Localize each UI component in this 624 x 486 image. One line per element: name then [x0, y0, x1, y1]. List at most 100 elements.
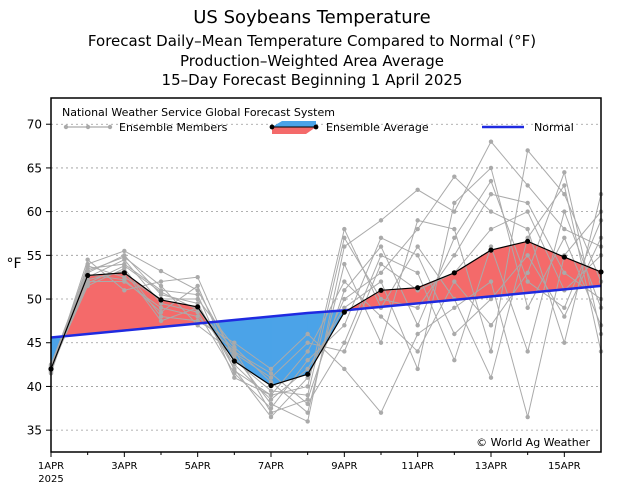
ensemble-average-point [231, 358, 237, 364]
ensemble-member-point [562, 270, 567, 276]
ensemble-average-point [195, 304, 201, 310]
below-normal-fill [270, 312, 308, 386]
ensemble-member-point [342, 244, 347, 249]
y-tick-label: 40 [27, 380, 42, 394]
ensemble-member-point [342, 261, 347, 267]
ensemble-member-point [525, 270, 530, 276]
x-tick-label: 7APR [258, 461, 284, 472]
ensemble-member-point [562, 235, 567, 241]
model-label: National Weather Service Global Forecast… [62, 106, 335, 119]
ensemble-member-point [85, 263, 90, 269]
ensemble-member-point [488, 191, 494, 197]
y-axis-label: °F [6, 256, 21, 272]
ensemble-member-line [50, 179, 602, 414]
ensemble-member-point [525, 183, 530, 188]
ensemble-member-point [268, 392, 274, 398]
x-tick-sublabel: 2025 [38, 474, 63, 485]
y-tick-label: 35 [27, 424, 42, 438]
ensemble-member-point [415, 218, 420, 223]
ensemble-member-point [488, 165, 494, 171]
ensemble-member-line [50, 184, 602, 396]
ensemble-member-point [305, 331, 310, 337]
ensemble-member-point [452, 331, 457, 337]
ensemble-member-point [305, 358, 310, 363]
ensemble-member-point [488, 349, 494, 354]
ensemble-member-point [158, 268, 164, 274]
y-tick-label: 55 [27, 249, 42, 263]
normal-line [50, 284, 602, 339]
legend-members-label: Ensemble Members [119, 121, 228, 134]
legend-average-swatch [269, 121, 319, 134]
ensemble-member-point [488, 375, 494, 380]
ensemble-member-point [342, 235, 347, 241]
ensemble-member-point [562, 170, 567, 175]
ensemble-member-point [415, 323, 420, 328]
ensemble-member-point [342, 288, 347, 293]
ensemble-member-point [525, 414, 530, 420]
ensemble-member-point [525, 226, 530, 232]
ensemble-member-point [415, 305, 420, 310]
ensemble-member-point [562, 314, 567, 319]
y-tick-label: 60 [27, 205, 42, 219]
ensemble-average-point [378, 287, 384, 293]
ensemble-member-point [452, 235, 457, 241]
ensemble-member-point [415, 253, 420, 258]
ensemble-member-point [85, 257, 90, 262]
ensemble-member-point [305, 349, 310, 354]
y-tick-label: 50 [27, 293, 42, 307]
x-tick-label: 5APR [185, 461, 211, 472]
ensemble-member-point [452, 209, 457, 214]
ensemble-member-point [342, 296, 347, 302]
ensemble-member-point [122, 248, 127, 254]
ensemble-member-point [415, 366, 420, 372]
ensemble-member-point [305, 384, 310, 389]
ensemble-member-point [378, 279, 384, 284]
ensemble-member-point [378, 410, 384, 415]
ensemble-member-point [305, 366, 310, 372]
ensemble-member-point [525, 253, 530, 258]
ensemble-member-point [452, 358, 457, 363]
ensemble-member-point [488, 139, 494, 144]
ensemble-member-point [488, 296, 494, 302]
ensemble-member-point [122, 263, 127, 269]
ensemble-member-point [415, 226, 420, 232]
ensemble-member-point [85, 281, 90, 286]
ensemble-member-point [452, 174, 457, 179]
normal-series-line [50, 284, 602, 339]
ensemble-member-point [562, 183, 567, 188]
ensemble-member-point [415, 270, 420, 276]
ensemble-member-point [158, 301, 164, 306]
ensemble-member-point [232, 375, 237, 380]
ensemble-member-point [525, 279, 530, 284]
ensemble-member-point [342, 226, 347, 232]
ensemble-member-point [525, 305, 530, 310]
ensemble-member-point [378, 261, 384, 267]
x-tick-label: 15APR [548, 461, 581, 472]
ensemble-member-point [415, 331, 420, 337]
anomaly-fills [50, 240, 602, 387]
y-tick-label: 70 [27, 118, 42, 132]
ensemble-member-point [488, 323, 494, 328]
ensemble-average-point [488, 247, 494, 253]
ensemble-member-point [268, 388, 274, 394]
ensemble-member-point [378, 314, 384, 319]
ensemble-member-point [452, 305, 457, 310]
ensemble-member-point [268, 401, 274, 407]
ensemble-average-point [415, 285, 421, 291]
x-tick-label: 9APR [331, 461, 357, 472]
ensemble-member-point [488, 279, 494, 284]
ensemble-member-point [378, 270, 384, 276]
ensemble-average-point [341, 309, 347, 315]
ensemble-member-point [195, 274, 200, 280]
ensemble-average-point [85, 272, 91, 279]
ensemble-member-point [268, 371, 274, 376]
ensemble-member-point [562, 191, 567, 197]
ensemble-member-point [488, 178, 494, 184]
ensemble-average-point [268, 382, 274, 389]
ensemble-member-point [525, 349, 530, 354]
ensemble-member-point [195, 296, 200, 302]
chart-subtitle-1: Forecast Daily–Mean Temperature Compared… [88, 32, 536, 50]
ensemble-member-point [305, 397, 310, 402]
ensemble-member-point [268, 379, 274, 385]
